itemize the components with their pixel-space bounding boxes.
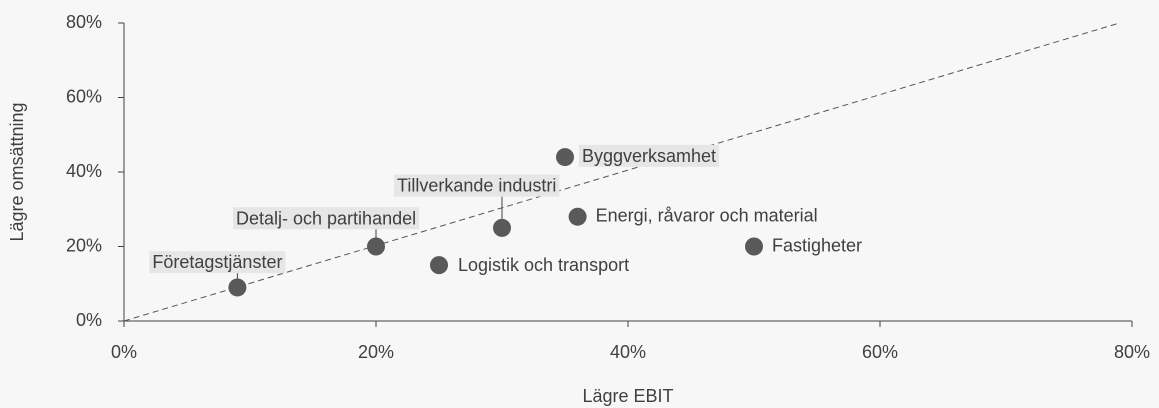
label-box [579, 144, 720, 167]
x-tick-label: 0% [111, 342, 137, 362]
point-label: Energi, råvaror och material [596, 205, 818, 225]
y-tick-label: 20% [66, 235, 102, 255]
label-box [394, 174, 560, 197]
label-box [233, 207, 420, 230]
x-axis-title: Lägre EBIT [582, 386, 673, 406]
y-tick-label: 0% [76, 310, 102, 330]
point-label: Fastigheter [772, 235, 862, 255]
point-label: Logistik och transport [458, 255, 629, 275]
point-label: Detalj- och partihandel [236, 208, 416, 228]
x-tick-label: 60% [862, 342, 898, 362]
point [745, 237, 763, 256]
point [556, 148, 574, 167]
point [228, 278, 247, 297]
point-label: Tillverkande industri [397, 176, 556, 196]
point [367, 237, 385, 256]
y-tick-label: 60% [66, 86, 102, 106]
y-tick-label: 40% [66, 161, 102, 181]
point-label: Byggverksamhet [582, 146, 716, 166]
x-tick-label: 80% [1114, 342, 1150, 362]
point-label: Företagstjänster [152, 252, 282, 272]
point [568, 207, 587, 226]
label-box [149, 251, 286, 274]
x-tick-label: 40% [610, 342, 646, 362]
point [430, 256, 448, 275]
point [493, 218, 511, 237]
y-tick-label: 80% [66, 12, 102, 32]
reference-line [123, 22, 1120, 322]
x-tick-label: 20% [358, 342, 394, 362]
y-axis-title: Lägre omsättning [7, 102, 27, 241]
